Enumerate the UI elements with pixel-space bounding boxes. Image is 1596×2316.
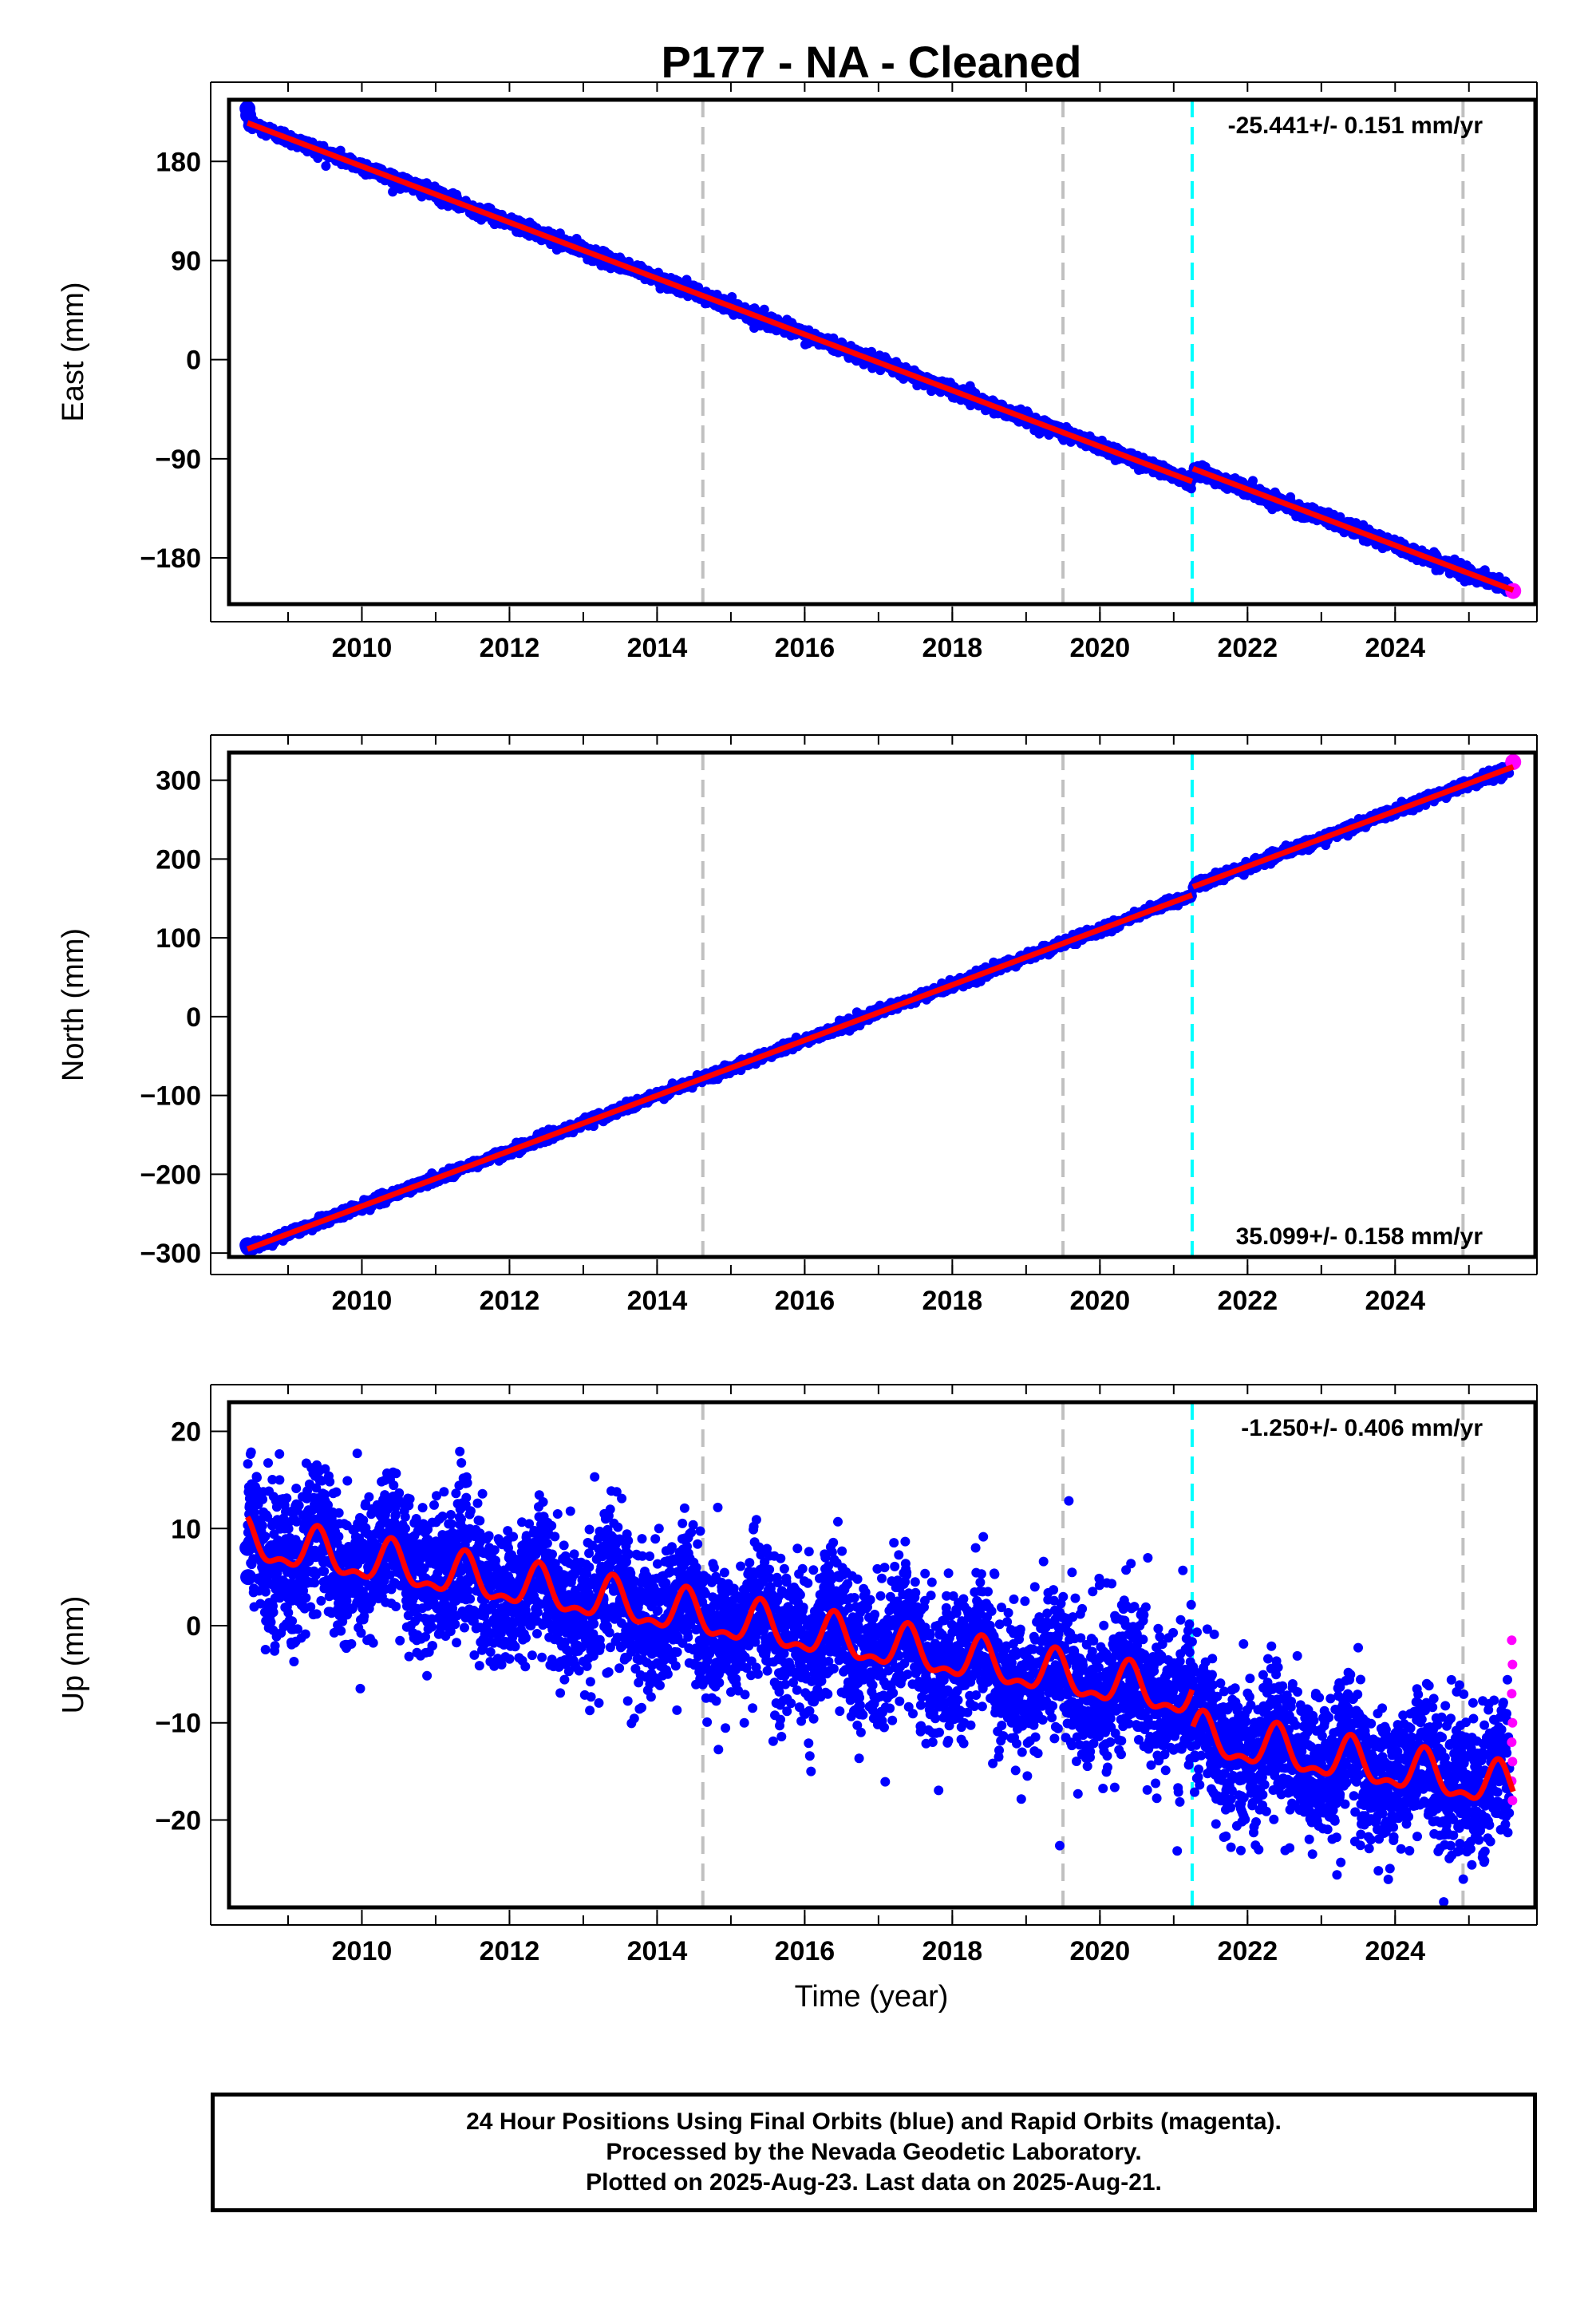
y-tick-label: 90 <box>171 246 201 276</box>
x-tick-label: 2018 <box>922 633 983 663</box>
x-tick-label: 2024 <box>1365 633 1425 663</box>
figure-title: P177 - NA - Cleaned <box>662 37 1082 87</box>
data-point <box>388 187 398 197</box>
x-tick-label: 2020 <box>1070 633 1131 663</box>
x-tick-label: 2014 <box>627 633 688 663</box>
x-tick-label: 2010 <box>332 633 393 663</box>
y-tick-label: 180 <box>156 147 201 177</box>
north-panel: 2010 2012 2014 2016 2018 2020 2022 2024−300−200… <box>57 734 1538 1316</box>
y-tick-label: −90 <box>155 445 201 475</box>
x-tick-label: 2012 <box>480 633 540 663</box>
y-tick-label: 0 <box>186 346 201 376</box>
east-panel: 2010 2012 2014 2016 2018 2020 2022 2024 −180 −90 0… <box>57 81 1538 663</box>
x-tick-label: 2016 <box>775 633 836 663</box>
x-tick-label: 2022 <box>1217 633 1278 663</box>
y-tick-label: −180 <box>140 543 201 574</box>
y-axis-label: East (mm) <box>57 282 90 421</box>
event-lines <box>701 100 1465 604</box>
final-orbit-points <box>239 101 1515 597</box>
data-point <box>321 161 331 171</box>
rate-label: -25.441+/- 0.151 mm/yr <box>1228 113 1483 139</box>
